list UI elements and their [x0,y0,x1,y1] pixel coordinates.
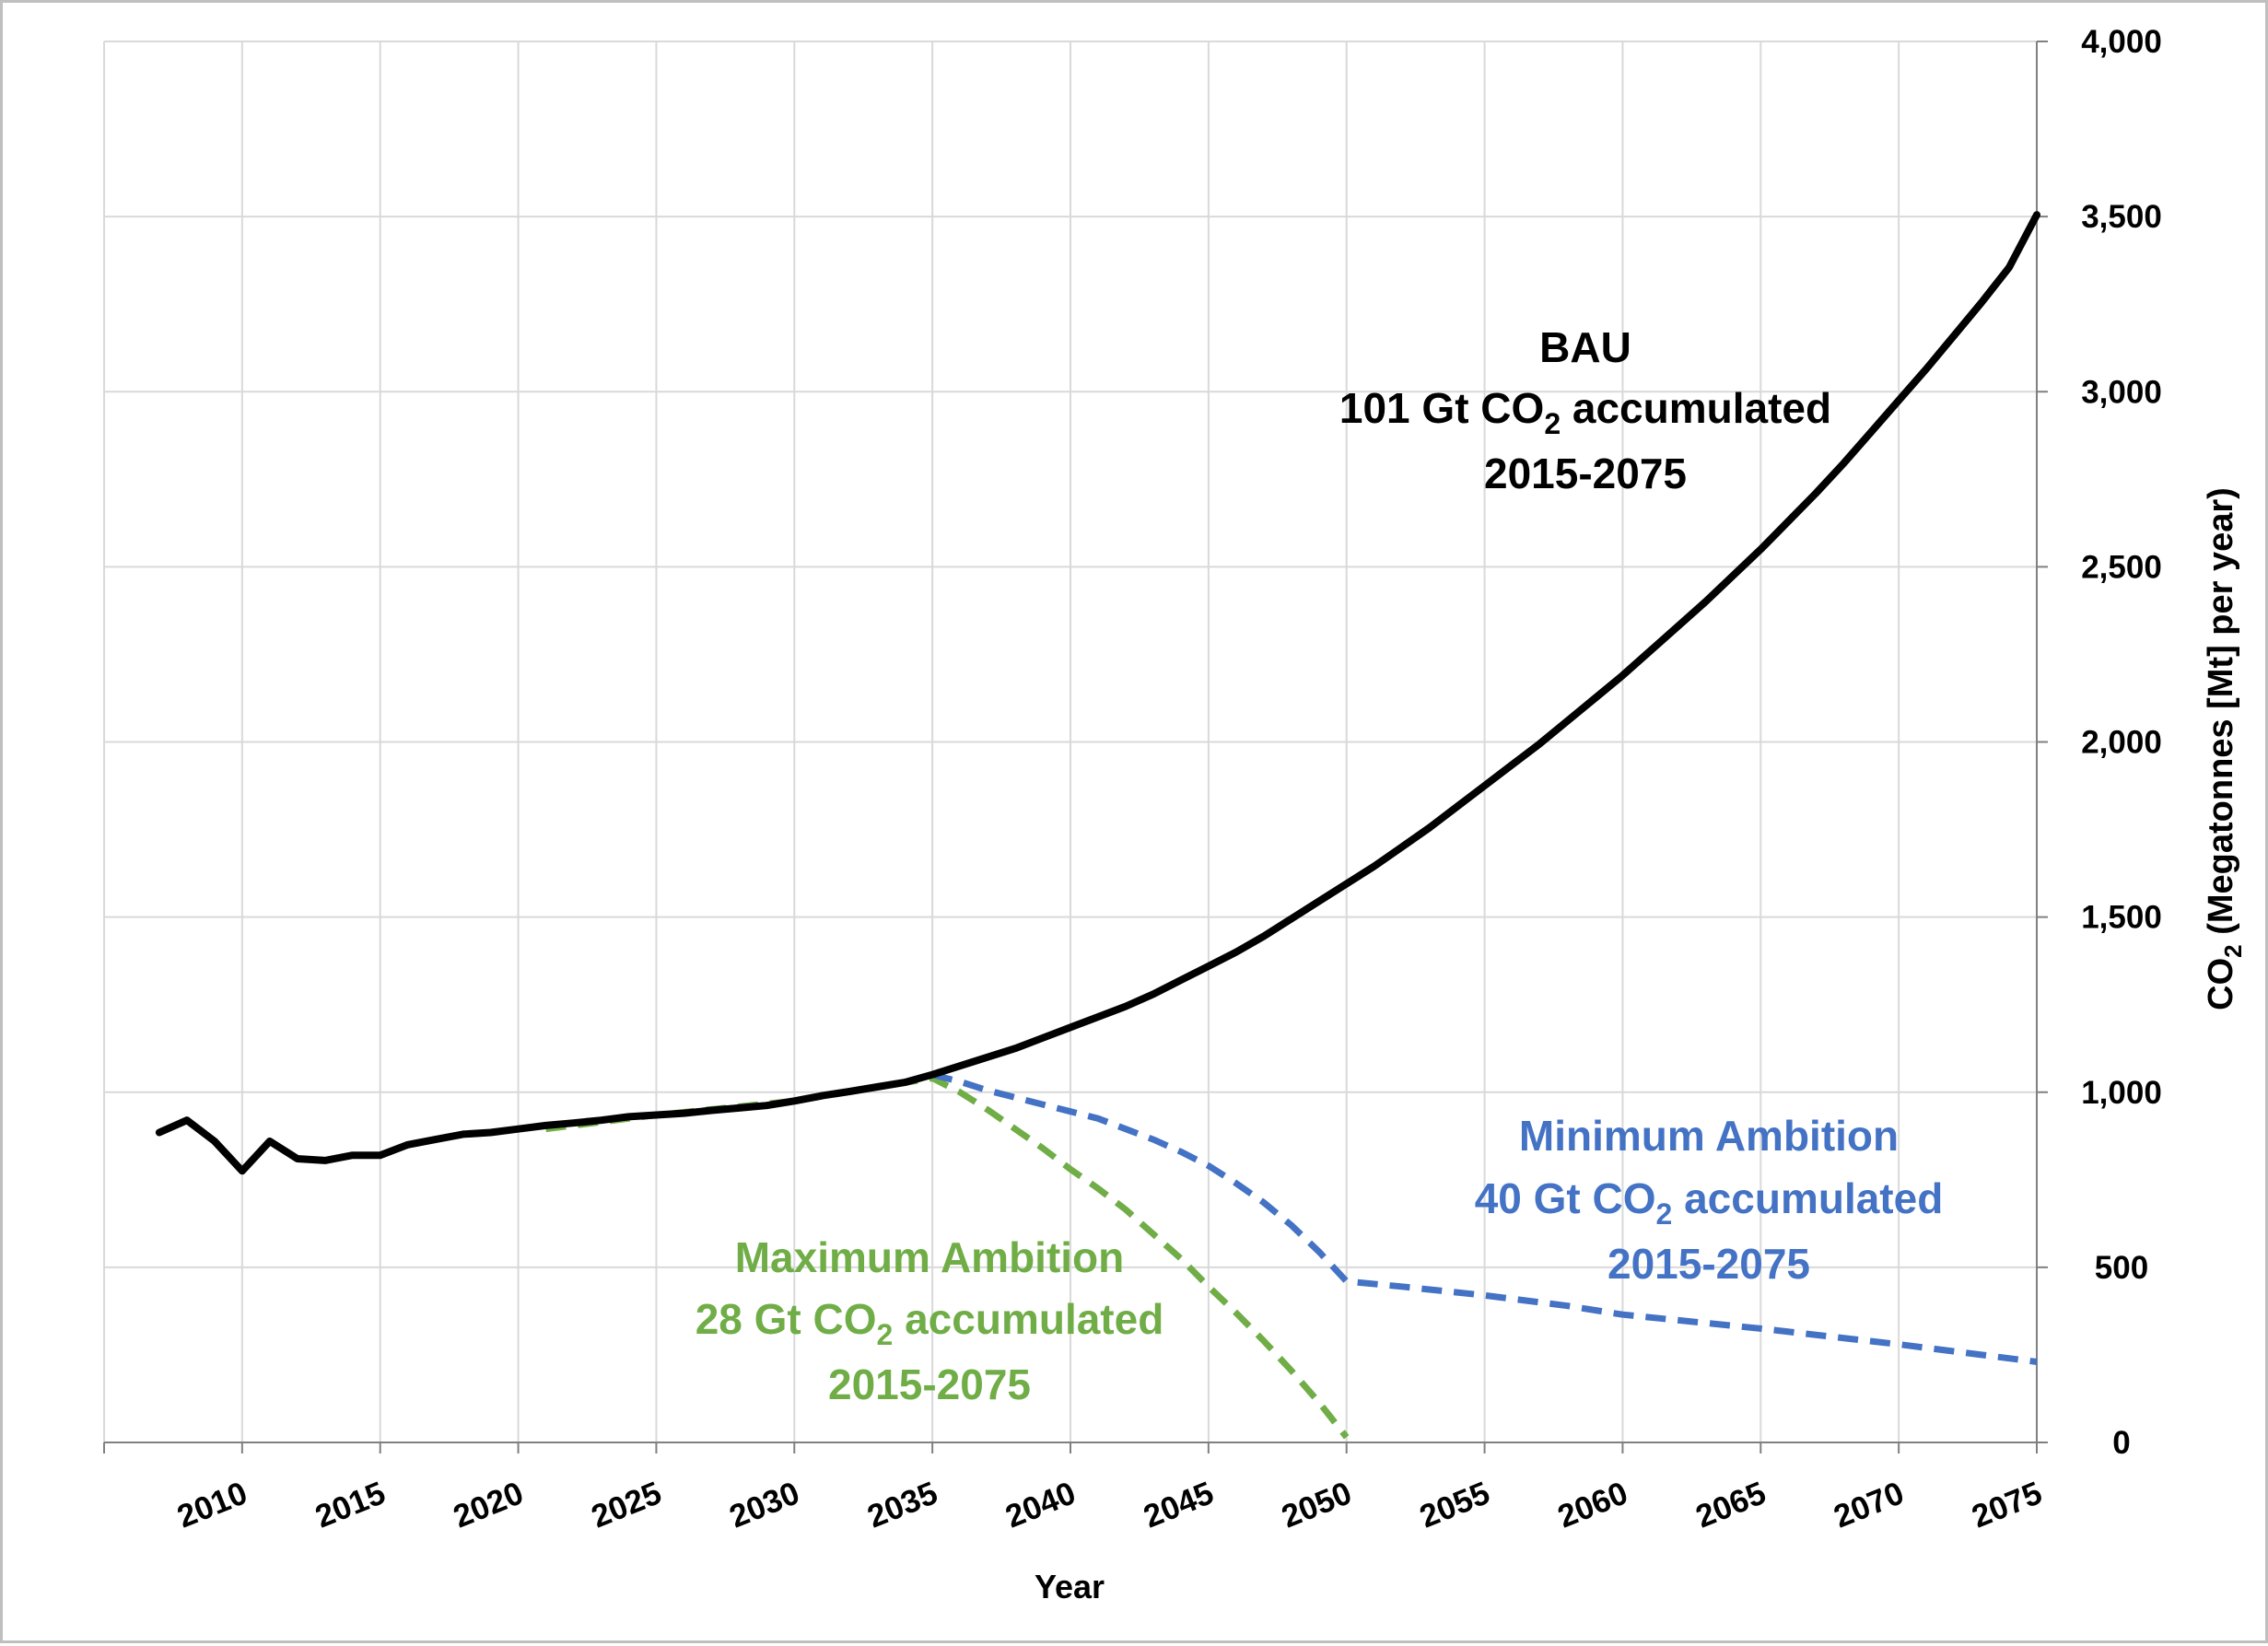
max-annotation-title: Maximum Ambition [735,1233,1125,1281]
x-tick-label: 2045 [1139,1475,1219,1535]
min-annotation-total: 40 Gt CO2 accumulated [1475,1174,1944,1231]
bau-annotation-total-post: accumulated [1561,384,1831,432]
x-axis-title: Year [1035,1568,1105,1605]
y-tick-label: 3,500 [2081,199,2162,235]
x-tick-label: 2050 [1277,1475,1357,1535]
line-chart: 0 500 1,000 1,500 2,000 2,500 3,000 3,500 4,000 2… [103,24,2247,1605]
tick-labels: 0 500 1,000 1,500 2,000 2,500 3,000 3,500 4,000 2… [172,24,2162,1535]
x-tick-label: 2010 [172,1475,252,1535]
max-annotation-total-post: accumulated [893,1295,1163,1343]
bau-annotation-total: 101 Gt CO2 accumulated [1339,384,1831,440]
bau-annotation-title: BAU [1539,323,1631,371]
x-tick-label: 2060 [1553,1475,1633,1535]
min-annotation-title: Minimum Ambition [1519,1112,1899,1160]
y-tick-label: 500 [2095,1250,2148,1286]
min-annotation-period: 2015-2075 [1607,1240,1810,1288]
y-tick-label: 3,000 [2081,374,2162,410]
bau-annotation-total-pre: 101 Gt CO [1339,384,1544,432]
y-axis-title-pre: CO [2202,958,2240,1010]
x-tick-label: 2015 [310,1475,391,1535]
y-axis-title-sub: 2 [2219,944,2247,957]
bau-annotation-total-sub: 2 [1544,407,1561,440]
y-axis-title: CO2 (Megatonnes [Mt] per year) [2202,487,2247,1010]
max-annotation-total-pre: 28 Gt CO [696,1295,877,1343]
axes [103,41,2048,1453]
x-tick-label: 2040 [1000,1475,1081,1535]
y-tick-label: 4,000 [2081,24,2162,60]
gridlines [103,41,2038,1443]
x-tick-label: 2075 [1967,1475,2047,1535]
x-tick-label: 2065 [1690,1475,1771,1535]
series-line-bau [155,211,2040,1175]
max-annotation-total-sub: 2 [877,1318,894,1351]
x-tick-label: 2025 [587,1475,667,1535]
max-annotation-total: 28 Gt CO2 accumulated [696,1295,1164,1351]
max-annotation-period: 2015-2075 [828,1360,1031,1408]
series-line-min [931,1071,2038,1365]
bau-annotation-period: 2015-2075 [1484,449,1687,497]
x-tick-label: 2020 [449,1475,529,1535]
x-tick-label: 2070 [1829,1475,1909,1535]
min-annotation-total-post: accumulated [1672,1174,1943,1222]
y-axis-title-post: (Megatonnes [Mt] per year) [2202,487,2240,944]
y-tick-label: 1,500 [2081,900,2162,936]
x-tick-label: 2055 [1415,1475,1495,1535]
y-tick-label: 1,000 [2081,1075,2162,1111]
y-tick-label: 0 [2112,1425,2130,1461]
y-tick-label: 2,000 [2081,725,2162,761]
min-annotation-total-sub: 2 [1656,1197,1673,1231]
x-tick-label: 2035 [862,1475,942,1535]
min-annotation-total-pre: 40 Gt CO [1475,1174,1656,1222]
series-lines [155,211,2040,1440]
y-tick-label: 2,500 [2081,549,2162,585]
x-tick-label: 2030 [724,1475,804,1535]
